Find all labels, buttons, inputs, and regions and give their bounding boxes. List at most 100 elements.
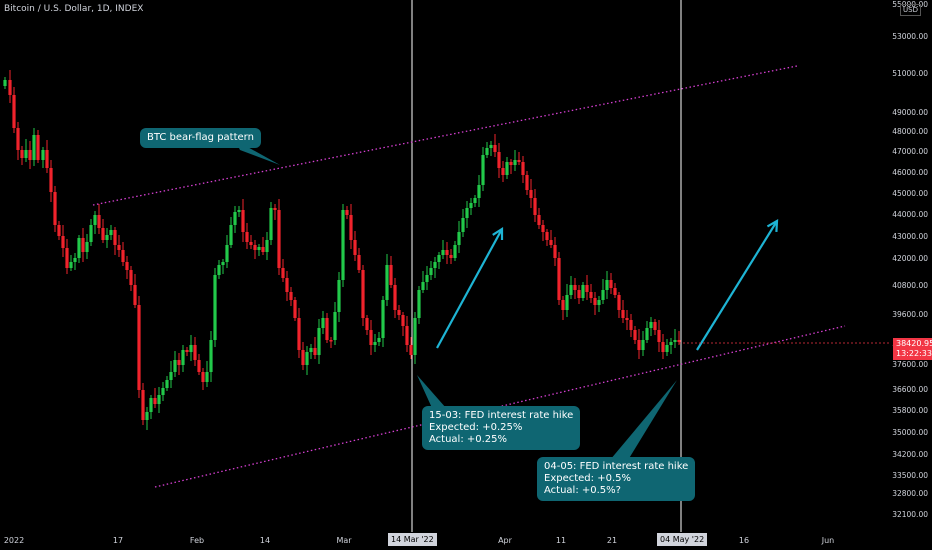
candle-body: [133, 285, 137, 305]
candle-body: [593, 298, 597, 305]
candle-body: [137, 305, 141, 390]
candle-body: [101, 228, 105, 240]
candle-body: [601, 290, 605, 300]
candle-body: [237, 210, 241, 212]
candle-body: [365, 318, 369, 330]
y-tick-label: 36600.00: [892, 385, 928, 394]
candle-body: [437, 255, 441, 262]
candle-body: [501, 168, 505, 175]
candle-body: [325, 318, 329, 340]
candle-body: [265, 240, 269, 252]
candle-body: [421, 282, 425, 290]
candle-body: [633, 330, 637, 340]
candle-body: [333, 312, 337, 340]
candle-body: [661, 342, 665, 352]
candle-body: [521, 162, 525, 175]
candle-body: [201, 372, 205, 382]
x-tick-label: Mar: [336, 536, 352, 545]
candle-body: [249, 242, 253, 245]
y-tick-label: 44000.00: [892, 210, 928, 219]
candle-body: [189, 345, 193, 352]
candle-body: [589, 292, 593, 298]
candle-body: [517, 160, 521, 162]
candle-body: [20, 150, 24, 158]
callout-pointer-march: [417, 375, 446, 408]
fed-hike-callout-march[interactable]: 15-03: FED interest rate hike Expected: …: [422, 406, 581, 450]
candle-body: [65, 248, 69, 268]
candle-body: [141, 390, 145, 420]
candle-body: [28, 150, 32, 160]
candle-body: [32, 135, 36, 160]
candle-body: [261, 247, 265, 252]
candle-body: [509, 162, 513, 165]
candle-body: [89, 225, 93, 242]
candle-body: [301, 350, 305, 365]
fed-hike-callout-may[interactable]: 04-05: FED interest rate hike Expected: …: [537, 457, 696, 501]
y-tick-label: 39600.00: [892, 310, 928, 319]
candle-body: [605, 280, 609, 290]
candle-body: [24, 150, 28, 158]
candle-body: [105, 235, 109, 240]
candle-body: [173, 360, 177, 372]
candle-body: [41, 150, 45, 160]
candle-body: [245, 232, 249, 242]
y-tick-label: 49000.00: [892, 108, 928, 117]
x-tick-label: Jun: [821, 536, 835, 545]
y-tick-label: 37600.00: [892, 360, 928, 369]
x-tick-label: 2022: [4, 536, 24, 545]
candle-body: [537, 215, 541, 225]
candle-body: [397, 310, 401, 315]
candle-body: [117, 245, 121, 250]
candle-body: [457, 232, 461, 245]
y-tick-label: 47000.00: [892, 147, 928, 156]
candle-body: [653, 322, 657, 330]
fed2-line2: Expected: +0.5%: [544, 473, 631, 484]
currency-badge[interactable]: USD: [900, 4, 921, 16]
y-tick-label: 51000.00: [892, 69, 928, 78]
candle-body: [369, 330, 373, 345]
candle-body: [289, 292, 293, 300]
candle-body: [429, 268, 433, 275]
x-tick-label: 17: [113, 536, 123, 545]
candle-body: [53, 192, 57, 225]
candle-body: [177, 360, 181, 365]
candle-body: [389, 265, 393, 285]
candle-body: [585, 285, 589, 292]
candle-body: [253, 245, 257, 250]
candle-body: [241, 210, 245, 232]
rebound-arrow-march-head: [492, 226, 504, 241]
candle-body: [193, 345, 197, 360]
rebound-arrow-march: [436, 228, 503, 349]
candle-body: [341, 210, 345, 280]
candle-body: [349, 215, 353, 240]
candle-body: [393, 285, 397, 310]
bear-flag-callout[interactable]: BTC bear-flag pattern: [140, 128, 261, 148]
candle-body: [577, 290, 581, 298]
candle-body: [401, 315, 405, 326]
x-tick-label: 16: [739, 536, 749, 545]
candle-body: [573, 285, 577, 290]
y-tick-label: 53000.00: [892, 32, 928, 41]
candle-body: [497, 152, 501, 168]
candle-body: [269, 208, 273, 240]
candle-body: [69, 262, 73, 268]
projection-arrow-may: [696, 220, 778, 351]
candle-body: [453, 245, 457, 258]
candle-body: [361, 270, 365, 318]
candle-body: [657, 330, 661, 342]
candle-body: [281, 268, 285, 278]
fed1-line1: 15-03: FED interest rate hike: [429, 410, 574, 421]
candle-body: [493, 145, 497, 152]
candle-body: [669, 342, 673, 345]
candle-body: [145, 412, 149, 420]
candle-body: [629, 320, 633, 330]
bear-flag-label: BTC bear-flag pattern: [147, 132, 254, 143]
last-price: 38420.95: [896, 339, 932, 348]
y-tick-label: 40800.00: [892, 281, 928, 290]
candle-body: [209, 340, 213, 372]
candle-body: [273, 208, 277, 210]
candle-body: [637, 340, 641, 350]
y-tick-label: 45000.00: [892, 189, 928, 198]
candle-body: [529, 190, 533, 198]
